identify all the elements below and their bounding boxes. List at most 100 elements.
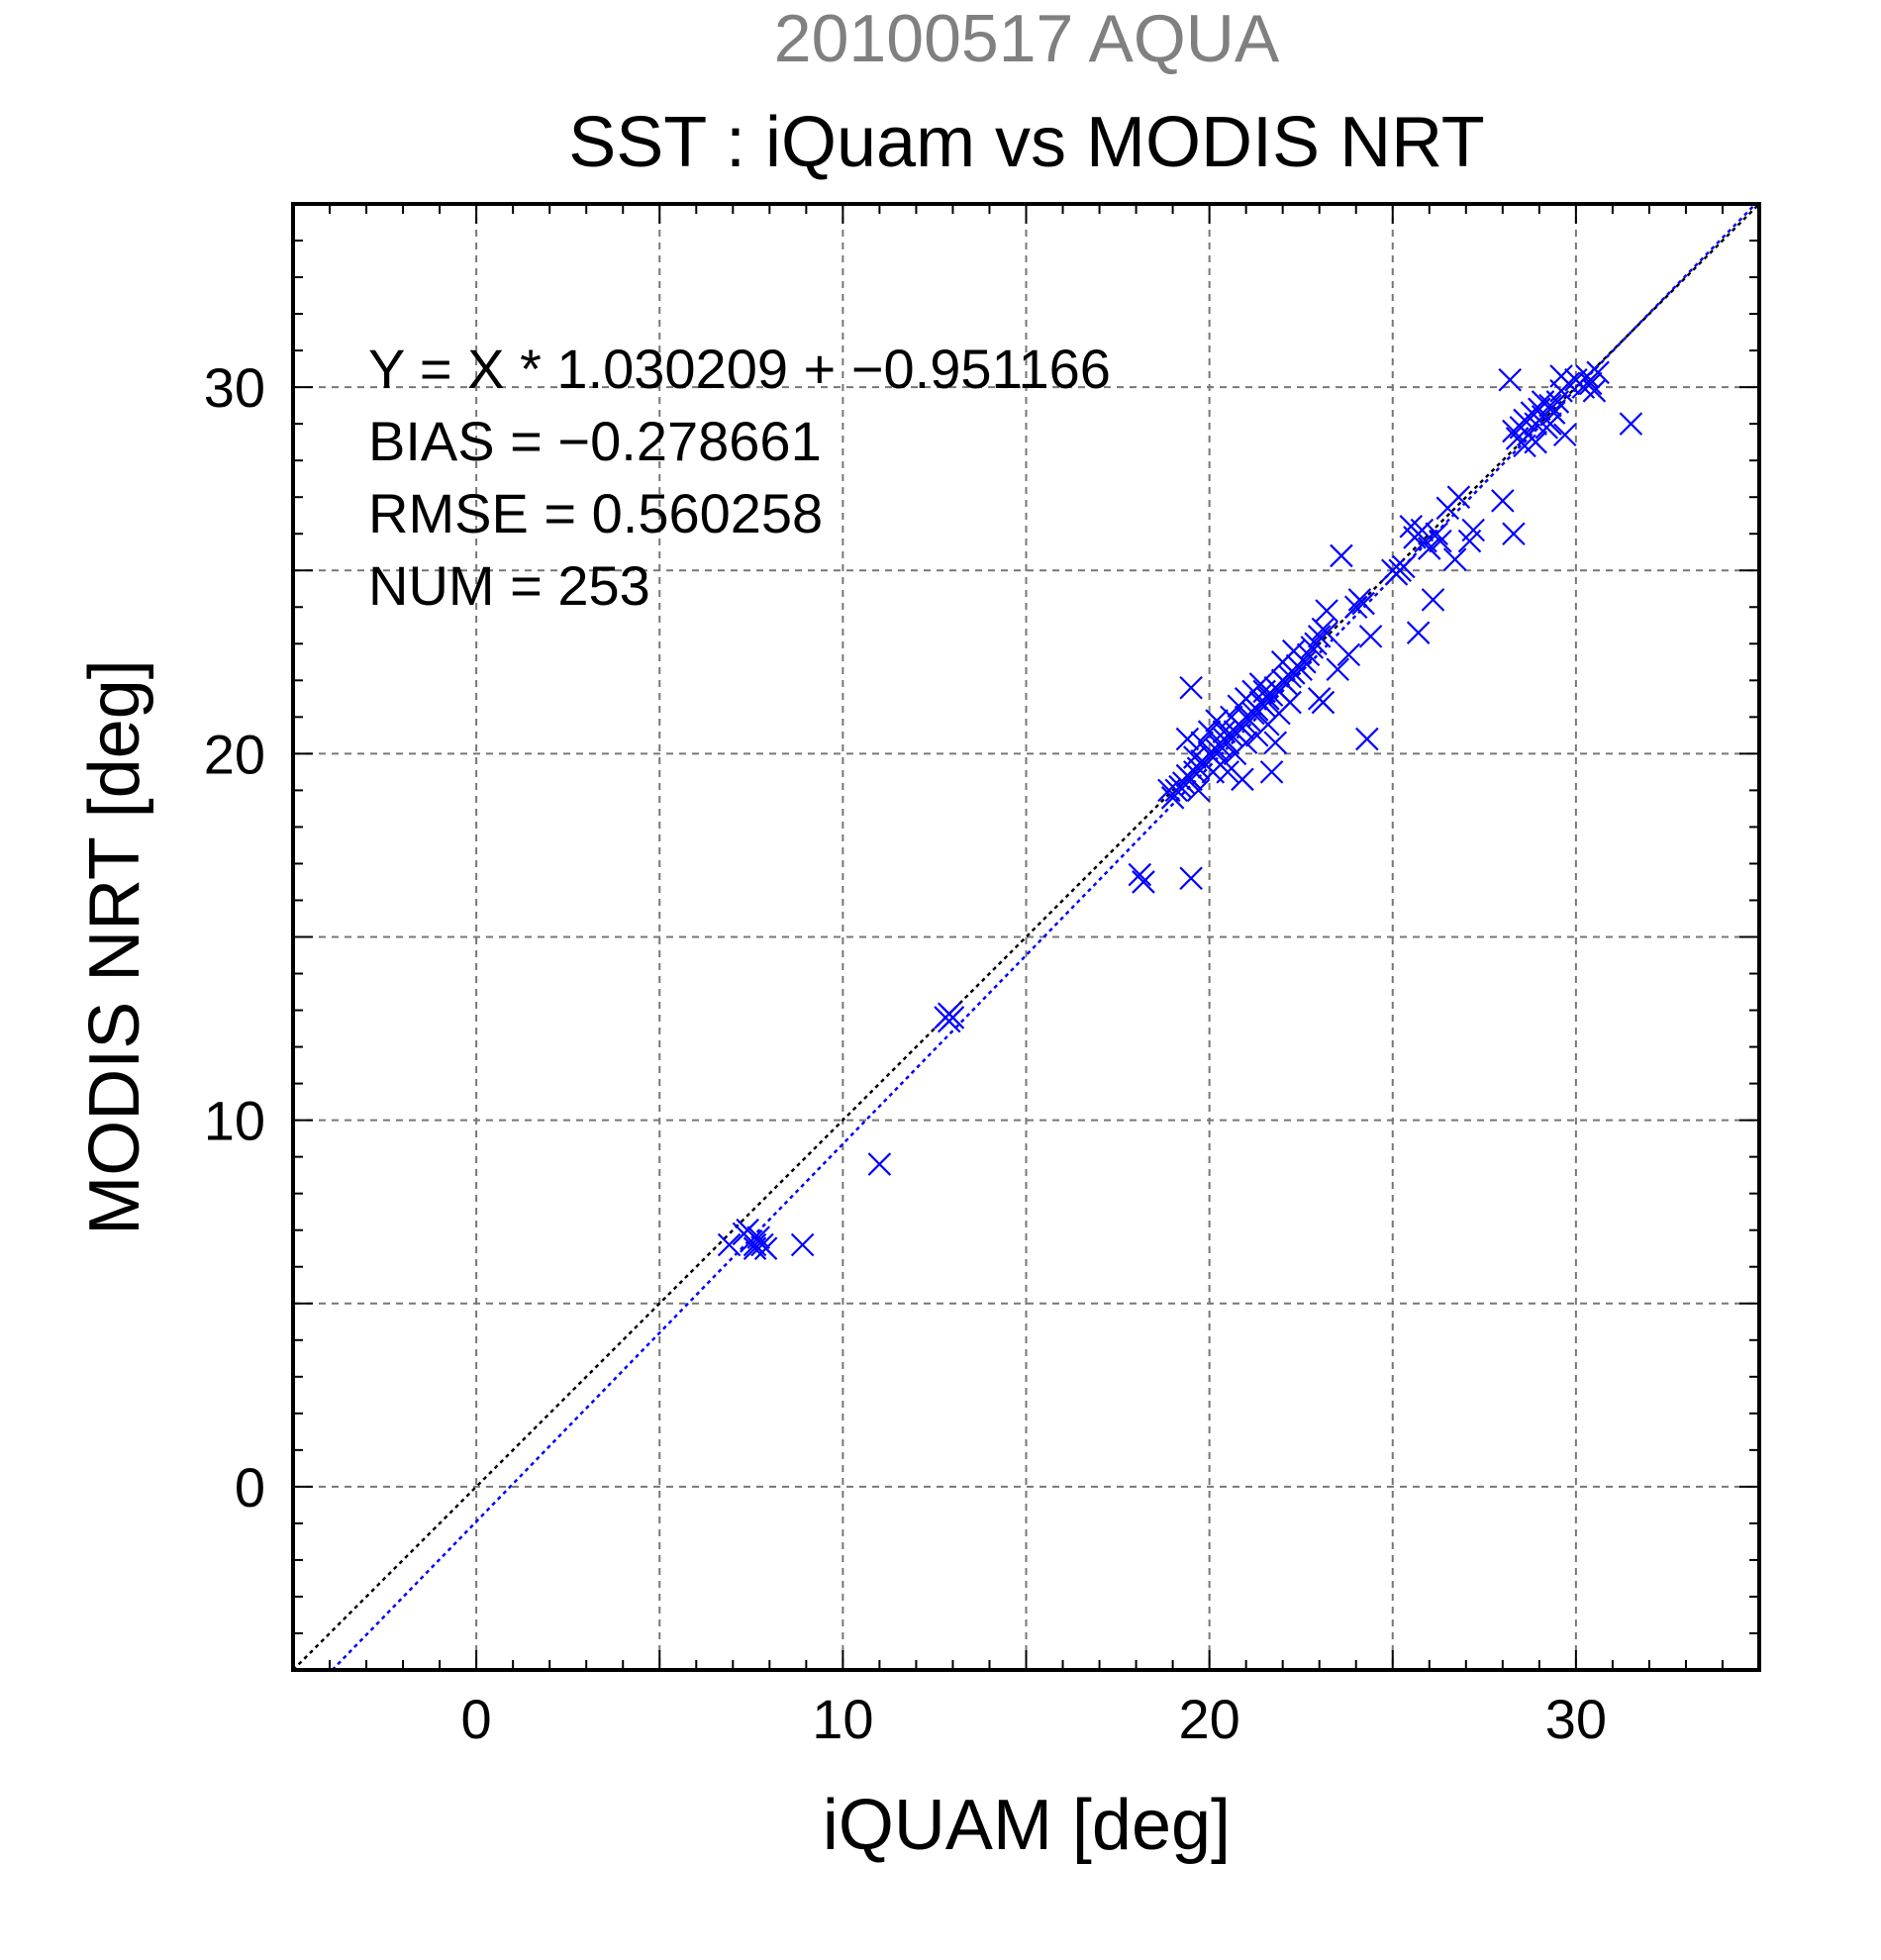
data-point — [1429, 529, 1452, 553]
annotation-line: Y = X * 1.030209 + −0.951166 — [368, 338, 1111, 400]
reference-lines — [292, 203, 1760, 1671]
data-point — [1315, 621, 1338, 644]
data-point-stroke — [1128, 862, 1152, 887]
data-point — [1457, 529, 1482, 553]
data-point-stroke — [867, 1152, 892, 1176]
data-point-stroke — [1289, 657, 1313, 681]
data-point — [1406, 621, 1431, 644]
data-point — [1179, 675, 1203, 700]
x-tick-label: 0 — [461, 1688, 492, 1750]
data-point — [717, 1232, 742, 1257]
data-point-stroke — [1586, 360, 1610, 385]
x-axis-label: iQUAM [deg] — [823, 1786, 1231, 1865]
data-point-stroke — [1410, 518, 1435, 542]
fit-statistics: Y = X * 1.030209 + −0.951166 BIAS = −0.27… — [368, 338, 1111, 617]
data-point — [1216, 760, 1239, 784]
data-point-stroke — [1351, 591, 1375, 616]
data-point-stroke — [1205, 709, 1229, 733]
data-point-stroke — [1549, 364, 1573, 388]
data-point-stroke — [1132, 870, 1155, 894]
data-point — [1336, 642, 1361, 667]
data-point-stroke — [1429, 529, 1452, 553]
data-point — [1442, 547, 1467, 571]
data-point — [1524, 430, 1547, 454]
data-point-stroke — [746, 1225, 770, 1249]
data-point-stroke — [1326, 657, 1349, 681]
data-point-stroke — [1457, 529, 1482, 553]
data-point — [867, 1152, 892, 1176]
data-point-stroke — [1315, 599, 1338, 623]
data-point — [1278, 690, 1302, 715]
data-point — [1289, 657, 1313, 681]
data-point — [1417, 537, 1441, 560]
data-points — [717, 360, 1643, 1260]
data-point-stroke — [1183, 745, 1207, 769]
data-point — [1296, 642, 1321, 667]
y-tick-label: 0 — [235, 1456, 265, 1519]
data-point-stroke — [1259, 683, 1284, 707]
x-tick-label: 10 — [812, 1688, 873, 1750]
data-point-stroke — [1582, 379, 1607, 403]
data-point — [1446, 485, 1471, 509]
data-point-stroke — [1212, 749, 1237, 773]
annotation-line: NUM = 253 — [368, 554, 650, 617]
data-point — [1619, 412, 1643, 436]
data-point-stroke — [1538, 412, 1562, 436]
data-point-stroke — [1619, 412, 1643, 436]
data-point-stroke — [1231, 767, 1254, 792]
data-point-stroke — [1417, 537, 1441, 560]
data-point-stroke — [1552, 423, 1577, 447]
data-point — [790, 1232, 815, 1257]
data-point — [1491, 489, 1515, 513]
data-point-stroke — [1259, 760, 1284, 784]
data-point-stroke — [1421, 588, 1445, 612]
annotation-line: BIAS = −0.278661 — [368, 410, 822, 472]
data-point-stroke — [1186, 756, 1211, 780]
data-point-stroke — [1498, 367, 1523, 392]
data-point — [1132, 870, 1155, 894]
data-point — [1582, 379, 1607, 403]
y-tick-label: 10 — [204, 1090, 265, 1152]
y-tick-labels: 0 10 20 30 — [204, 356, 265, 1519]
data-point — [1538, 412, 1562, 436]
data-point — [1578, 371, 1603, 396]
data-point-stroke — [1531, 390, 1555, 414]
data-point-stroke — [1330, 543, 1353, 568]
data-point — [1549, 364, 1573, 388]
data-point-stroke — [1252, 679, 1276, 704]
data-point-stroke — [1524, 430, 1547, 454]
data-point — [1179, 866, 1203, 891]
data-point-stroke — [1175, 727, 1200, 751]
x-tick-label: 30 — [1545, 1688, 1607, 1750]
data-point — [1392, 554, 1416, 579]
data-point-stroke — [1212, 720, 1237, 743]
data-point — [746, 1225, 770, 1249]
data-point-stroke — [1392, 554, 1416, 579]
data-point-stroke — [1311, 690, 1336, 715]
annotation-line: RMSE = 0.560258 — [368, 482, 823, 544]
data-point — [1502, 522, 1526, 546]
data-point-stroke — [1502, 522, 1526, 546]
y-tick-label: 20 — [204, 723, 265, 785]
data-point — [1326, 657, 1349, 681]
data-point-stroke — [1190, 731, 1214, 755]
identity-line — [292, 203, 1760, 1671]
data-point — [1234, 731, 1258, 755]
data-point — [1282, 638, 1306, 663]
data-point-stroke — [1538, 393, 1562, 418]
chart-supertitle: 20100517 AQUA — [774, 1, 1280, 76]
data-point — [1538, 393, 1562, 418]
data-point-stroke — [1263, 731, 1288, 755]
data-point — [1128, 862, 1152, 887]
data-point — [1252, 679, 1276, 704]
data-point — [1421, 588, 1445, 612]
data-point — [1311, 690, 1336, 715]
data-point-stroke — [1248, 672, 1273, 696]
data-point-stroke — [937, 1002, 961, 1027]
data-point — [1212, 720, 1237, 743]
data-point-stroke — [1446, 485, 1471, 509]
data-point-stroke — [1315, 621, 1338, 644]
data-point — [1160, 786, 1185, 810]
data-point — [1190, 731, 1214, 755]
